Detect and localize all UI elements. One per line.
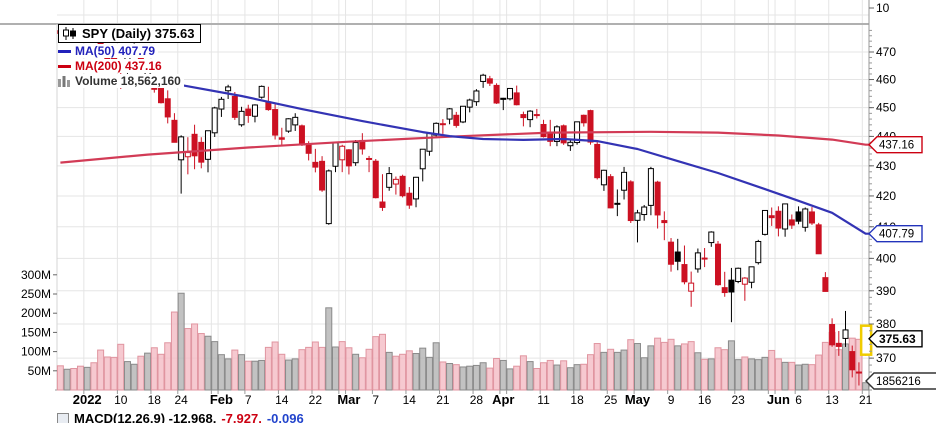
svg-text:400: 400 xyxy=(876,251,896,265)
svg-text:13: 13 xyxy=(825,393,839,407)
svg-text:437.16: 437.16 xyxy=(879,140,914,152)
legend-ma50: MA(50) 407.79 xyxy=(58,44,159,58)
symbol-title-box: SPY (Daily) 375.63 xyxy=(58,24,201,43)
volume-label: Volume 18,562,160 xyxy=(75,74,181,88)
svg-text:14: 14 xyxy=(275,393,289,407)
ma50-label: MA(50) 407.79 xyxy=(75,44,156,58)
svg-text:21: 21 xyxy=(859,393,873,407)
svg-text:420: 420 xyxy=(876,189,896,203)
svg-text:28: 28 xyxy=(470,393,484,407)
candlestick-icon xyxy=(63,27,76,40)
svg-text:370: 370 xyxy=(876,351,896,365)
svg-text:6: 6 xyxy=(795,393,802,407)
svg-text:18: 18 xyxy=(148,393,162,407)
svg-text:22: 22 xyxy=(309,393,323,407)
svg-text:11: 11 xyxy=(537,393,550,407)
svg-text:470: 470 xyxy=(876,45,896,59)
svg-text:430: 430 xyxy=(876,159,896,173)
svg-text:7: 7 xyxy=(372,393,379,407)
ma200-line xyxy=(60,130,869,164)
volume-axis: 300M 250M 200M 150M 100M 50M xyxy=(21,268,57,378)
volume-layer xyxy=(56,292,870,391)
svg-text:9: 9 xyxy=(668,393,675,407)
svg-text:300M: 300M xyxy=(21,268,51,282)
chart-legend: SPY (Daily) 375.63 MA(50) 407.79 MA(200)… xyxy=(58,24,201,88)
svg-text:150M: 150M xyxy=(21,325,51,339)
svg-text:Jun: Jun xyxy=(767,392,790,407)
svg-text:24: 24 xyxy=(174,393,188,407)
svg-text:May: May xyxy=(625,392,651,407)
macd-label: MACD(12,26,9) -12.968, xyxy=(74,411,217,423)
svg-text:Mar: Mar xyxy=(337,392,360,407)
svg-text:14: 14 xyxy=(403,393,417,407)
ma50-line-swatch xyxy=(58,49,71,53)
svg-text:Apr: Apr xyxy=(492,392,514,407)
macd-legend-icon xyxy=(57,412,69,423)
legend-ma200: MA(200) 437.16 xyxy=(58,59,165,73)
svg-text:23: 23 xyxy=(731,393,745,407)
ma200-label: MA(200) 437.16 xyxy=(75,59,162,73)
svg-text:50M: 50M xyxy=(28,364,51,378)
svg-text:Feb: Feb xyxy=(210,392,233,407)
svg-text:2022: 2022 xyxy=(73,392,102,407)
svg-text:460: 460 xyxy=(876,73,896,87)
svg-text:10: 10 xyxy=(114,393,128,407)
svg-text:1856216: 1856216 xyxy=(876,376,921,388)
volume-bars-icon xyxy=(58,76,70,87)
price-callouts: 437.16 407.79 375.63 1856216 xyxy=(865,135,936,390)
ma50-line xyxy=(60,74,869,235)
legend-volume: Volume 18,562,160 xyxy=(58,74,184,88)
svg-text:375.63: 375.63 xyxy=(879,332,916,346)
svg-text:250M: 250M xyxy=(21,287,51,301)
svg-text:100M: 100M xyxy=(21,345,51,359)
svg-text:21: 21 xyxy=(436,393,450,407)
svg-text:10: 10 xyxy=(876,1,890,15)
svg-text:25: 25 xyxy=(604,393,618,407)
svg-text:390: 390 xyxy=(876,284,896,298)
svg-text:450: 450 xyxy=(876,101,896,115)
svg-text:16: 16 xyxy=(698,393,712,407)
svg-text:7: 7 xyxy=(245,393,252,407)
macd-legend-row: MACD(12,26,9) -12.968, -7.927, -0.096 xyxy=(57,411,304,423)
svg-text:200M: 200M xyxy=(21,306,51,320)
date-axis: 2022 10 18 24 Feb 7 14 22 Mar 7 14 21 28 Apr 11 18 25 May… xyxy=(73,390,873,407)
svg-text:18: 18 xyxy=(570,393,584,407)
macd-signal-value: -7.927, xyxy=(221,411,262,423)
svg-text:407.79: 407.79 xyxy=(879,229,914,241)
price-axis: 47046045044043042041040039038037010 xyxy=(869,1,896,387)
macd-hist-value: -0.096 xyxy=(266,411,304,423)
symbol-title: SPY (Daily) 375.63 xyxy=(82,26,195,41)
svg-text:380: 380 xyxy=(876,317,896,331)
ma200-line-swatch xyxy=(58,64,71,68)
